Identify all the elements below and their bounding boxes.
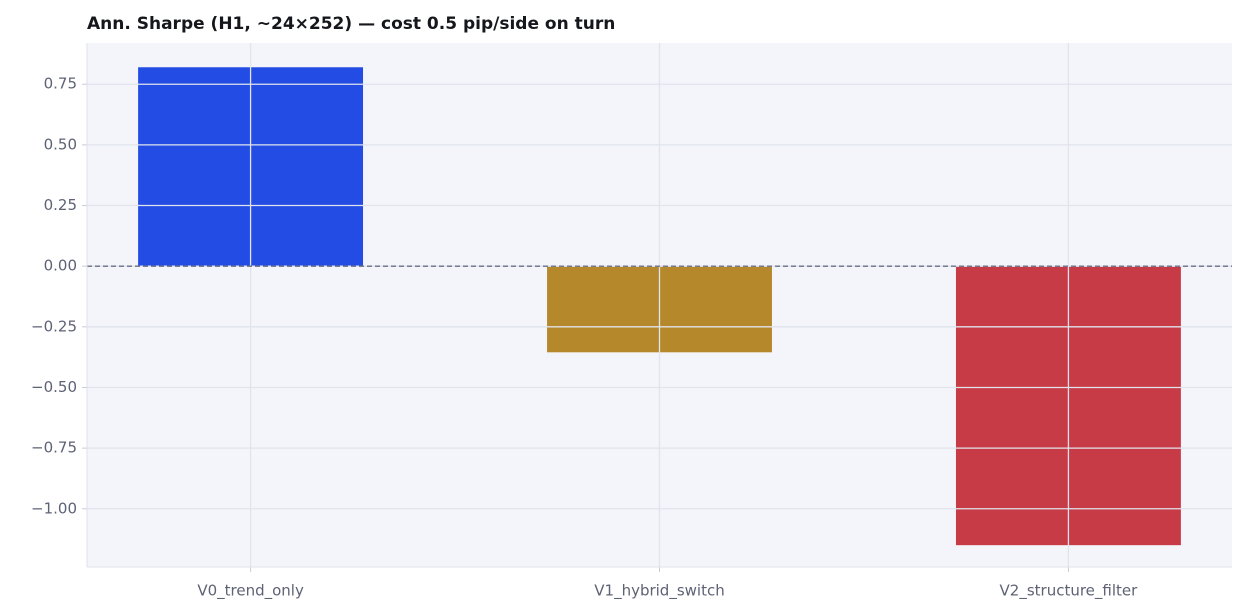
chart-title: Ann. Sharpe (H1, ~24×252) — cost 0.5 pip… (87, 14, 615, 34)
y-tick-label: −1.00 (31, 499, 77, 517)
y-tick-label: 0.75 (44, 75, 77, 93)
x-tick-label: V2_structure_filter (1000, 582, 1139, 601)
y-tick-label: −0.50 (31, 378, 77, 396)
y-tick-label: 0.00 (44, 257, 77, 275)
x-tick-label: V0_trend_only (197, 582, 304, 601)
y-tick-label: −0.75 (31, 439, 77, 457)
y-tick-label: 0.50 (44, 135, 77, 153)
y-tick-label: −0.25 (31, 317, 77, 335)
x-tick-label: V1_hybrid_switch (594, 582, 724, 601)
y-tick-label: 0.25 (44, 196, 77, 214)
